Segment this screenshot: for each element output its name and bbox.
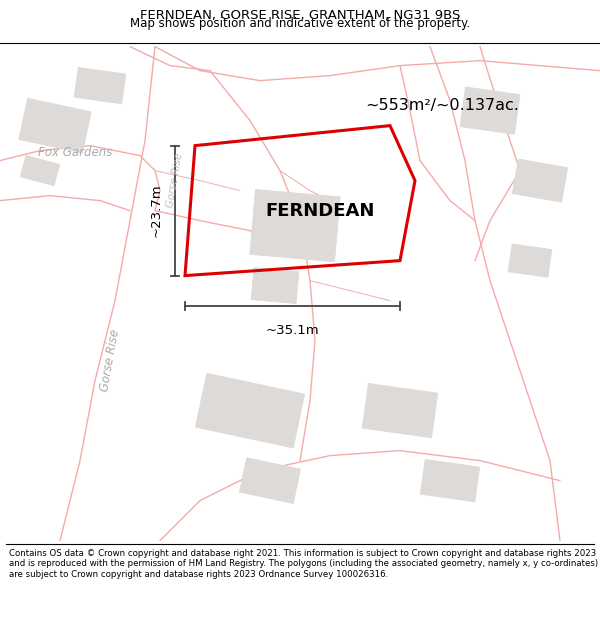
Polygon shape xyxy=(20,156,60,186)
Polygon shape xyxy=(460,87,520,134)
Polygon shape xyxy=(19,98,91,153)
Text: Contains OS data © Crown copyright and database right 2021. This information is : Contains OS data © Crown copyright and d… xyxy=(9,549,598,579)
Text: FERNDEAN, GORSE RISE, GRANTHAM, NG31 9BS: FERNDEAN, GORSE RISE, GRANTHAM, NG31 9BS xyxy=(140,9,460,21)
Polygon shape xyxy=(508,244,552,278)
Polygon shape xyxy=(74,68,126,104)
Polygon shape xyxy=(362,384,438,438)
Text: ~553m²/~0.137ac.: ~553m²/~0.137ac. xyxy=(365,98,519,113)
Text: Fox Gardens: Fox Gardens xyxy=(38,146,112,159)
Polygon shape xyxy=(239,458,301,504)
Polygon shape xyxy=(251,268,299,304)
Text: ~23.7m: ~23.7m xyxy=(150,184,163,238)
Polygon shape xyxy=(512,159,568,202)
Text: Gorse Rise: Gorse Rise xyxy=(165,152,185,209)
Polygon shape xyxy=(196,373,305,448)
Text: Gorse Rise: Gorse Rise xyxy=(98,328,122,393)
Text: Map shows position and indicative extent of the property.: Map shows position and indicative extent… xyxy=(130,17,470,30)
Polygon shape xyxy=(250,189,340,262)
Text: ~35.1m: ~35.1m xyxy=(266,324,319,337)
Text: FERNDEAN: FERNDEAN xyxy=(265,202,374,219)
Polygon shape xyxy=(421,459,479,502)
